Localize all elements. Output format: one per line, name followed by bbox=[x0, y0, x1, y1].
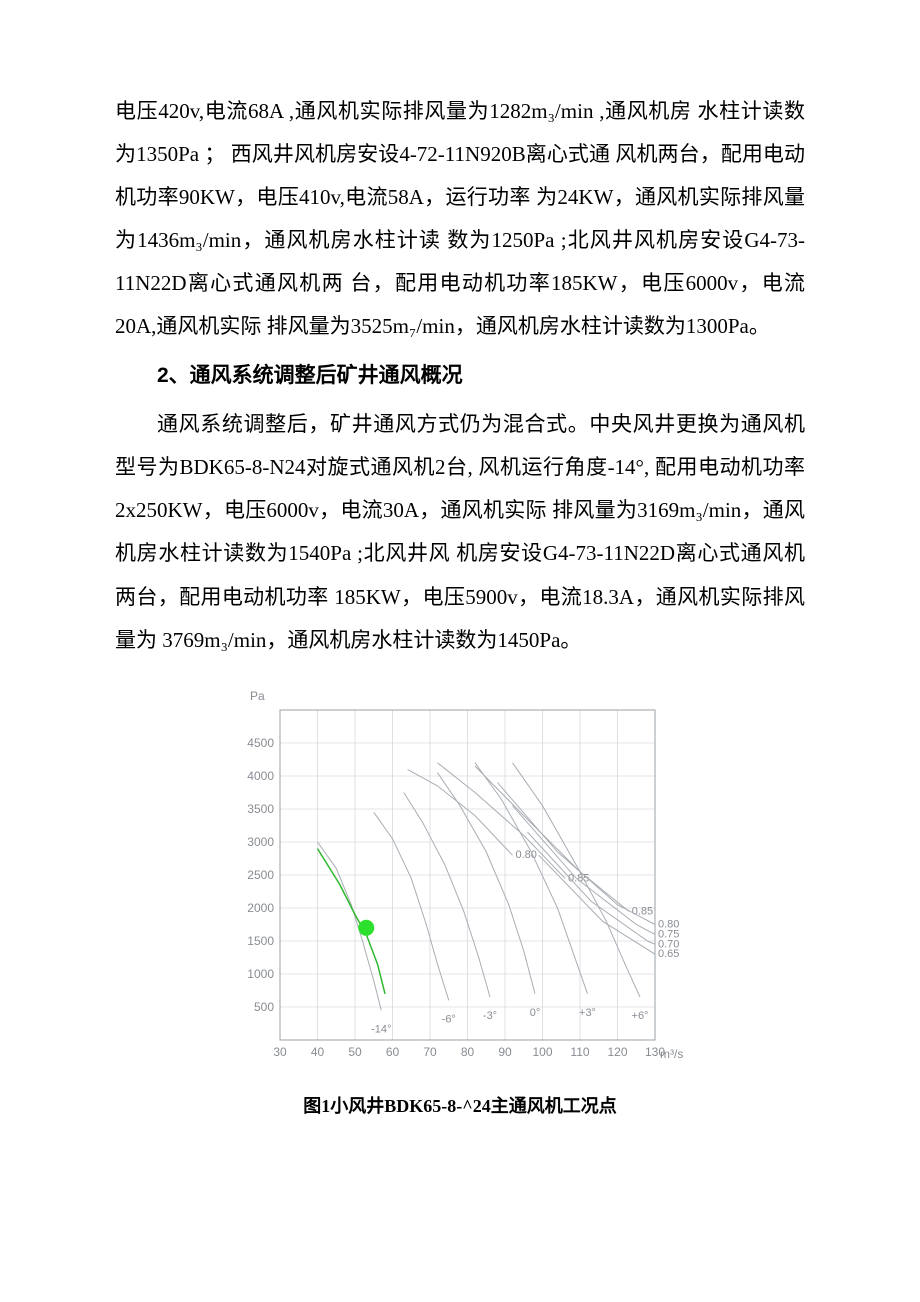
svg-text:0.85: 0.85 bbox=[568, 872, 589, 884]
svg-text:1000: 1000 bbox=[247, 967, 274, 981]
svg-text:0.80: 0.80 bbox=[516, 849, 537, 861]
svg-text:90: 90 bbox=[498, 1045, 512, 1059]
paragraph-2: 通风系统调整后，矿井通风方式仍为混合式。中央风井更换为通风机型号为BDK65-8… bbox=[115, 403, 805, 661]
svg-text:0°: 0° bbox=[530, 1006, 541, 1018]
svg-text:120: 120 bbox=[607, 1045, 627, 1059]
section-heading: 2、通风系统调整后矿井通风概况 bbox=[115, 354, 805, 397]
svg-text:70: 70 bbox=[423, 1045, 437, 1059]
svg-text:-3°: -3° bbox=[483, 1010, 497, 1022]
svg-text:110: 110 bbox=[570, 1045, 589, 1059]
svg-text:500: 500 bbox=[254, 1000, 274, 1014]
svg-text:30: 30 bbox=[273, 1045, 287, 1059]
svg-text:+3°: +3° bbox=[579, 1006, 596, 1018]
svg-text:1500: 1500 bbox=[247, 934, 274, 948]
svg-text:100: 100 bbox=[532, 1045, 552, 1059]
svg-text:2000: 2000 bbox=[247, 901, 274, 915]
svg-text:4500: 4500 bbox=[247, 736, 274, 750]
svg-text:Pa: Pa bbox=[250, 689, 265, 703]
document-page: 电压420v,电流68A ,通风机实际排风量为1282m₃/min ,通风机房 … bbox=[0, 0, 920, 1178]
svg-text:3000: 3000 bbox=[247, 835, 274, 849]
svg-text:50: 50 bbox=[348, 1045, 362, 1059]
svg-text:+6°: +6° bbox=[632, 1010, 649, 1022]
svg-text:-14°: -14° bbox=[371, 1023, 391, 1035]
fan-performance-chart: 500 1000 1500 2000 2500 3000 3500 4000 4500 30 40 5… bbox=[225, 680, 695, 1080]
svg-text:80: 80 bbox=[461, 1045, 475, 1059]
svg-text:40: 40 bbox=[311, 1045, 325, 1059]
svg-text:-6°: -6° bbox=[442, 1013, 456, 1025]
figure-caption: 图1小风井BDK65-8-^24主通风机工况点 bbox=[115, 1092, 805, 1118]
svg-text:3500: 3500 bbox=[247, 802, 274, 816]
svg-text:m³/s: m³/s bbox=[660, 1047, 683, 1061]
svg-text:2500: 2500 bbox=[247, 868, 274, 882]
paragraph-1: 电压420v,电流68A ,通风机实际排风量为1282m₃/min ,通风机房 … bbox=[115, 90, 805, 348]
svg-text:0.65: 0.65 bbox=[658, 948, 679, 960]
svg-text:60: 60 bbox=[386, 1045, 400, 1059]
svg-text:4000: 4000 bbox=[247, 769, 274, 783]
chart-container: 500 1000 1500 2000 2500 3000 3500 4000 4500 30 40 5… bbox=[115, 680, 805, 1080]
svg-text:0.85: 0.85 bbox=[632, 905, 653, 917]
